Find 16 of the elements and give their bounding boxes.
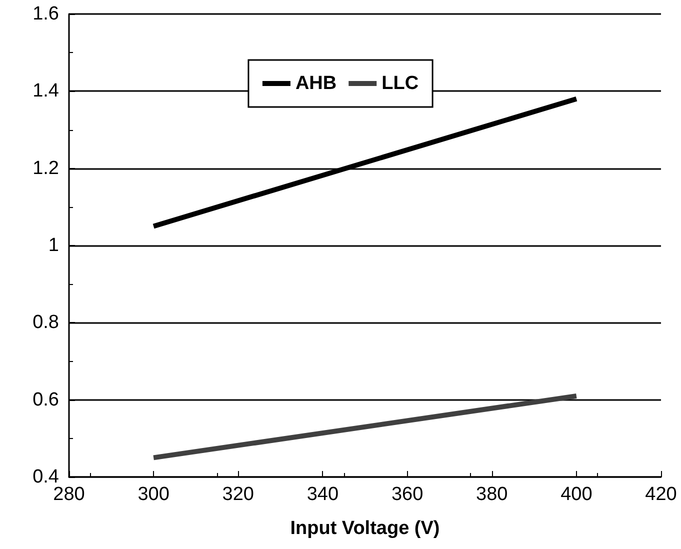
y-tick-label: 1.6 — [32, 4, 59, 24]
legend-label: LLC — [382, 73, 419, 94]
x-tick-label: 360 — [391, 484, 424, 505]
x-tick-label: 380 — [476, 484, 508, 505]
y-tick-label: 1.2 — [32, 158, 59, 179]
y-tick-label: 1 — [48, 235, 59, 256]
x-axis-title: Input Voltage (V) — [290, 518, 440, 539]
y-tick-label: 0.6 — [32, 389, 59, 410]
x-tick-label: 320 — [222, 484, 254, 505]
x-tick-label: 420 — [645, 484, 677, 505]
x-tick-label: 300 — [138, 484, 170, 505]
x-tick-label: 400 — [560, 484, 592, 505]
legend-label: AHB — [295, 73, 337, 94]
y-tick-label: 0.8 — [32, 312, 59, 334]
y-tick-label: 1.4 — [32, 80, 60, 102]
x-tick-label: 340 — [306, 484, 339, 505]
